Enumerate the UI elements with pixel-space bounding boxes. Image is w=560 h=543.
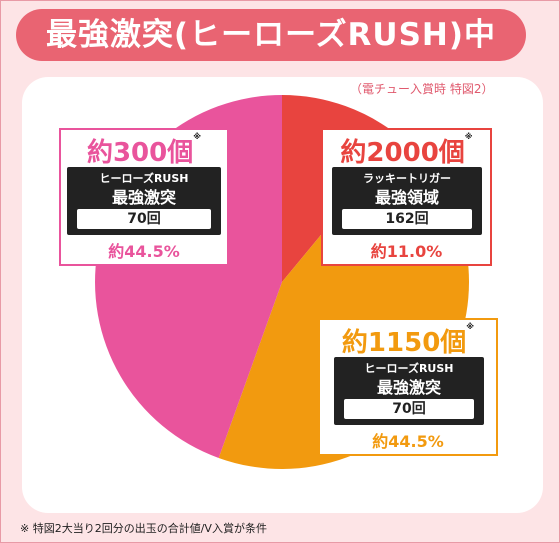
payout-1150-text: 約1150個: [341, 328, 467, 358]
note-mark-300: ※: [193, 132, 202, 141]
note-mark-2000: ※: [464, 132, 473, 141]
label-box-2000: 約2000個※ ラッキートリガー 最強領域 162回 約11.0%: [321, 128, 492, 266]
mode-panel-1150: ヒーローズRUSH 最強激突 70回: [334, 357, 484, 425]
subnote: （電チュー入賞時 特図2）: [350, 82, 494, 96]
payout-300: 約300個※: [61, 132, 227, 169]
count-2000: 162回: [342, 209, 472, 229]
page-title: 最強激突(ヒーローズRUSH)中: [45, 17, 497, 53]
footnote: ※ 特図2大当り2回分の出玉の合計値/V入賞が条件: [20, 522, 267, 535]
route-2000: ラッキートリガー: [363, 172, 451, 185]
payout-1150: 約1150個※: [320, 322, 496, 359]
note-mark-1150: ※: [466, 322, 475, 331]
percent-2000: 約11.0%: [370, 242, 443, 261]
mode-2000: 最強領域: [374, 188, 439, 207]
title-banner: [16, 9, 526, 61]
label-box-300: 約300個※ ヒーローズRUSH 最強激突 70回 約44.5%: [59, 128, 229, 266]
route-300: ヒーローズRUSH: [99, 172, 189, 185]
payout-2000-text: 約2000個: [340, 138, 465, 168]
payout-300-text: 約300個: [86, 138, 194, 168]
route-1150: ヒーローズRUSH: [364, 362, 454, 375]
payout-2000: 約2000個※: [323, 132, 490, 169]
percent-1150: 約44.5%: [372, 432, 444, 451]
label-box-1150: 約1150個※ ヒーローズRUSH 最強激突 70回 約44.5%: [318, 318, 498, 456]
percent-300: 約44.5%: [108, 242, 180, 261]
mode-1150: 最強激突: [376, 378, 441, 397]
mode-300: 最強激突: [111, 188, 176, 207]
count-1150: 70回: [344, 399, 474, 419]
count-300: 70回: [77, 209, 211, 229]
mode-panel-300: ヒーローズRUSH 最強激突 70回: [67, 167, 221, 235]
mode-panel-2000: ラッキートリガー 最強領域 162回: [332, 167, 482, 235]
